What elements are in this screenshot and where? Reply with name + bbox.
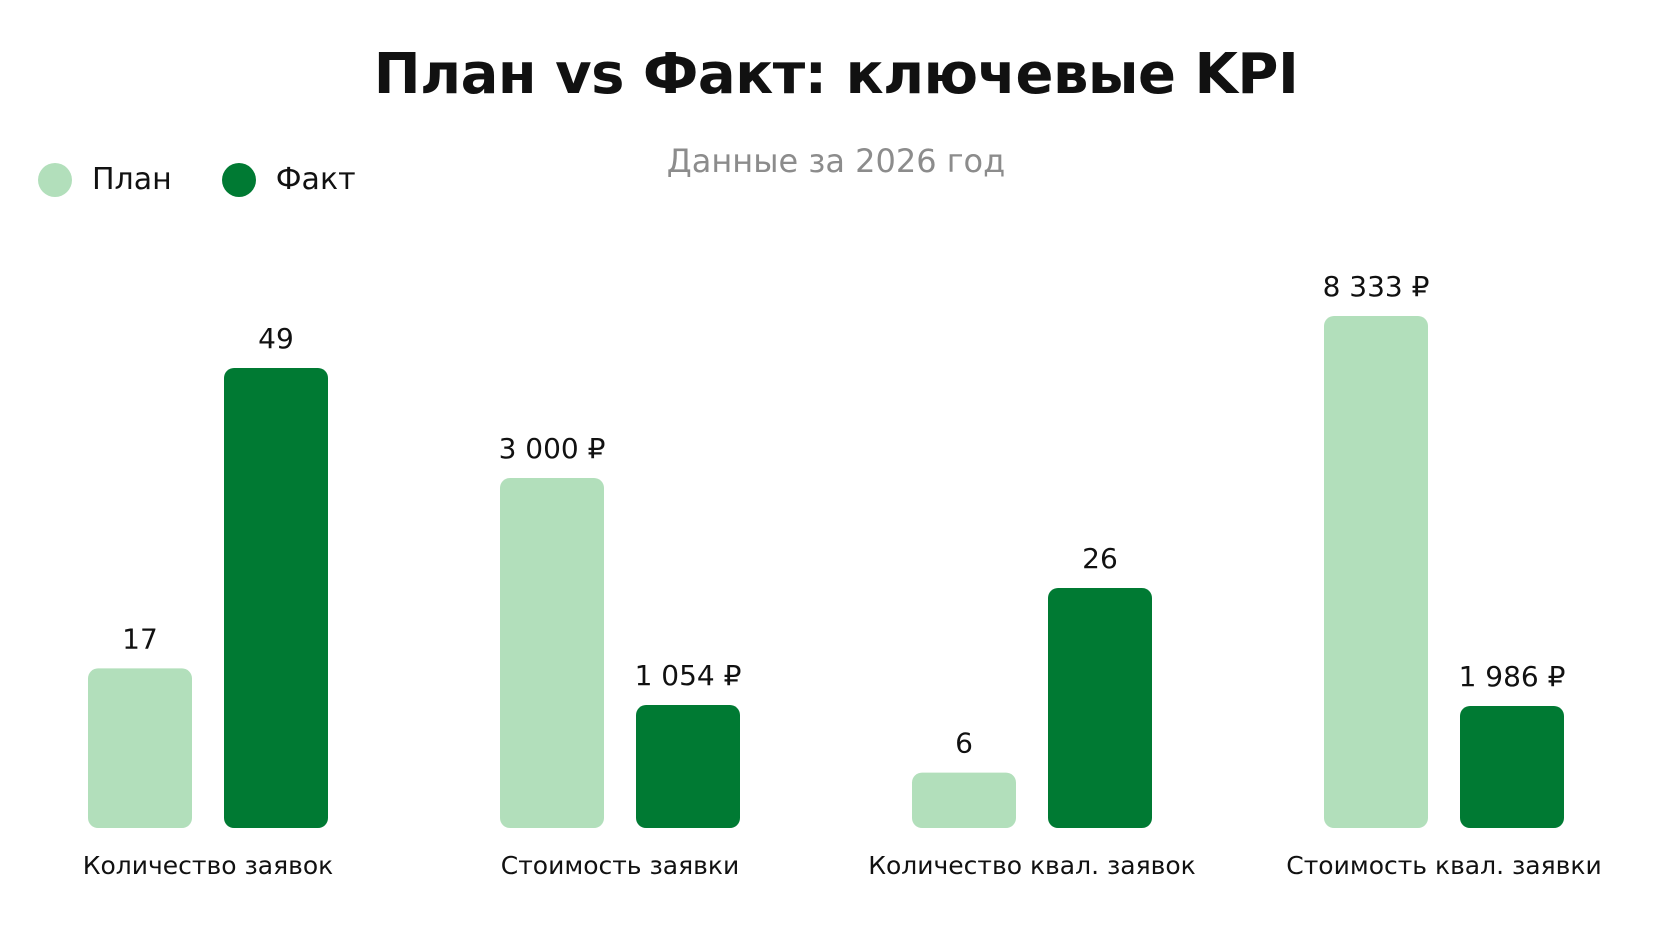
chart-title: План vs Факт: ключевые KPI [373, 42, 1299, 107]
category-label-1: Стоимость заявки [501, 851, 739, 880]
bar-fact-1 [636, 705, 740, 828]
legend-item-plan: План [38, 162, 172, 197]
legend-label-plan: План [92, 162, 172, 197]
bar-plan-0 [88, 668, 192, 828]
data-label-fact-0: 49 [258, 322, 294, 355]
data-label-fact-3: 1 986 ₽ [1459, 660, 1566, 693]
bar-plan-2 [912, 772, 1016, 828]
data-label-plan-1: 3 000 ₽ [499, 432, 606, 465]
bar-fact-0 [224, 368, 328, 828]
legend: План Факт [38, 162, 406, 197]
bar-fact-3 [1460, 705, 1564, 828]
chart-subtitle: Данные за 2026 год [666, 142, 1006, 180]
data-label-fact-2: 26 [1082, 542, 1118, 575]
legend-swatch-plan [38, 162, 72, 197]
bar-plan-1 [500, 478, 604, 828]
legend-swatch-fact [221, 162, 256, 197]
bar-plan-3 [1324, 316, 1428, 828]
legend-label-fact: Факт [275, 162, 356, 197]
data-label-plan-2: 6 [955, 727, 973, 760]
bar-fact-2 [1048, 588, 1152, 828]
category-label-2: Количество квал. заявок [868, 851, 1196, 880]
category-label-0: Количество заявок [83, 851, 334, 880]
legend-item-fact: Факт [221, 162, 356, 197]
data-label-fact-1: 1 054 ₽ [635, 659, 742, 692]
category-label-3: Стоимость квал. заявки [1286, 851, 1601, 880]
data-label-plan-0: 17 [122, 622, 158, 655]
data-label-plan-3: 8 333 ₽ [1323, 270, 1430, 303]
